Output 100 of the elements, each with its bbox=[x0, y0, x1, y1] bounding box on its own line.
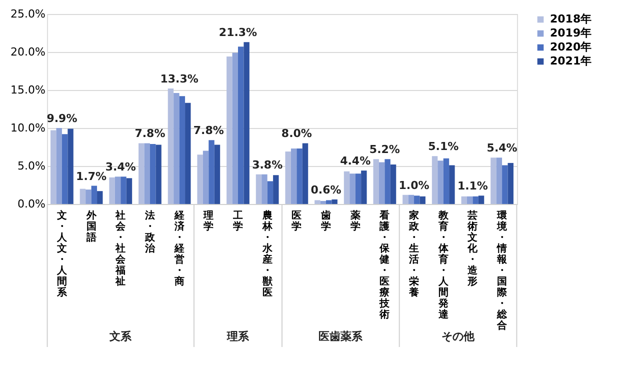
bar bbox=[384, 159, 390, 204]
data-label: 1.1% bbox=[457, 180, 488, 193]
bar bbox=[120, 176, 126, 204]
data-label: 1.7% bbox=[76, 170, 107, 183]
bar bbox=[126, 178, 132, 204]
bar bbox=[185, 102, 191, 204]
bar bbox=[438, 160, 444, 204]
data-label: 5.2% bbox=[369, 143, 400, 156]
y-tick-label: 10.0% bbox=[10, 122, 46, 134]
bar bbox=[174, 93, 180, 204]
bar bbox=[449, 165, 455, 204]
x-tick-label: 薬学 bbox=[349, 210, 360, 232]
text: 理系 bbox=[226, 330, 250, 343]
bar bbox=[208, 140, 214, 204]
x-tick-label: 農林・水産・獣医 bbox=[261, 210, 274, 298]
legend-label: 2020年 bbox=[550, 40, 592, 54]
data-label: 1.0% bbox=[398, 178, 430, 192]
data-label: 3.4% bbox=[105, 160, 136, 174]
x-tick-label: 経済・経営・商 bbox=[173, 210, 186, 288]
legend-label: 2021年 bbox=[550, 54, 592, 68]
bar bbox=[179, 96, 186, 204]
bar bbox=[168, 88, 174, 204]
bar bbox=[443, 158, 450, 204]
bar bbox=[267, 181, 274, 204]
bar bbox=[244, 42, 250, 204]
text: その他 bbox=[442, 330, 476, 343]
y-tick-label: 5.0% bbox=[18, 160, 46, 172]
bar bbox=[68, 128, 74, 204]
x-tick-label: 法・政治 bbox=[144, 210, 156, 254]
bar bbox=[296, 148, 302, 204]
data-label: 5.4% bbox=[486, 142, 518, 155]
bar bbox=[256, 174, 262, 204]
bar bbox=[490, 158, 496, 204]
bar bbox=[273, 175, 279, 204]
x-tick-label: 歯学 bbox=[320, 210, 332, 232]
bar bbox=[390, 164, 396, 204]
data-label: 0.6% bbox=[310, 183, 342, 196]
bar bbox=[414, 196, 420, 204]
data-label: 3.8% bbox=[252, 158, 283, 172]
data-label: 8.0% bbox=[281, 127, 312, 140]
y-tick-label: 20.0% bbox=[10, 46, 46, 58]
bar bbox=[114, 176, 121, 204]
bar bbox=[350, 174, 356, 204]
bar bbox=[138, 143, 144, 204]
y-tick-label: 25.0% bbox=[10, 8, 46, 20]
bar bbox=[478, 196, 484, 204]
category-label: 教育・体育・人間発達 bbox=[438, 210, 448, 320]
data-label: 7.8% bbox=[193, 124, 224, 138]
bar bbox=[466, 196, 473, 204]
bar bbox=[314, 200, 320, 204]
bar bbox=[461, 196, 467, 204]
bar bbox=[290, 148, 297, 204]
data-label: 13.3% bbox=[160, 72, 198, 86]
bar bbox=[326, 200, 332, 204]
bar bbox=[238, 46, 244, 204]
data-label: 21.3% bbox=[218, 26, 258, 40]
bar bbox=[302, 143, 308, 204]
bar bbox=[361, 170, 367, 204]
bar bbox=[97, 191, 103, 204]
data-label: 7.8% bbox=[134, 127, 166, 140]
bar bbox=[320, 200, 326, 204]
bar bbox=[262, 174, 268, 204]
x-tick-label: 芸術文化・造形 bbox=[466, 210, 479, 288]
bar bbox=[344, 171, 350, 204]
bar bbox=[86, 190, 92, 204]
x-tick-label: 理学 bbox=[202, 210, 214, 232]
category-label: 環境・情報・国際・総合 bbox=[497, 210, 508, 332]
bar bbox=[408, 194, 414, 204]
bar bbox=[197, 154, 203, 204]
bar bbox=[420, 196, 426, 204]
bar bbox=[402, 194, 408, 204]
category-label: 看護・保健・医療技術 bbox=[380, 210, 390, 320]
data-label: 4.4% bbox=[340, 154, 371, 168]
bar bbox=[232, 52, 238, 204]
x-tick-label: 外国語 bbox=[85, 210, 98, 244]
bar bbox=[56, 128, 62, 204]
bar bbox=[378, 162, 385, 204]
bar bbox=[109, 177, 115, 204]
bar bbox=[472, 196, 478, 204]
bar bbox=[355, 174, 362, 204]
bar bbox=[432, 156, 438, 204]
x-tick-label: 文・人文・人間系 bbox=[56, 210, 68, 298]
bar bbox=[150, 144, 156, 204]
bar bbox=[285, 152, 291, 204]
bar bbox=[62, 134, 68, 204]
bar bbox=[226, 56, 232, 204]
bar bbox=[214, 144, 220, 204]
x-tick-label: 工学 bbox=[232, 210, 243, 232]
bar bbox=[50, 130, 56, 204]
legend-label: 2019年 bbox=[550, 26, 592, 40]
data-label: 9.9% bbox=[46, 112, 78, 125]
bar bbox=[508, 162, 514, 204]
data-label: 5.1% bbox=[428, 140, 459, 154]
bar bbox=[80, 188, 86, 204]
bar bbox=[202, 150, 209, 204]
bar bbox=[156, 144, 162, 204]
bar bbox=[144, 143, 150, 204]
bar bbox=[496, 158, 502, 204]
y-tick-label: 0.0% bbox=[18, 198, 46, 210]
y-tick-label: 15.0% bbox=[10, 84, 46, 96]
